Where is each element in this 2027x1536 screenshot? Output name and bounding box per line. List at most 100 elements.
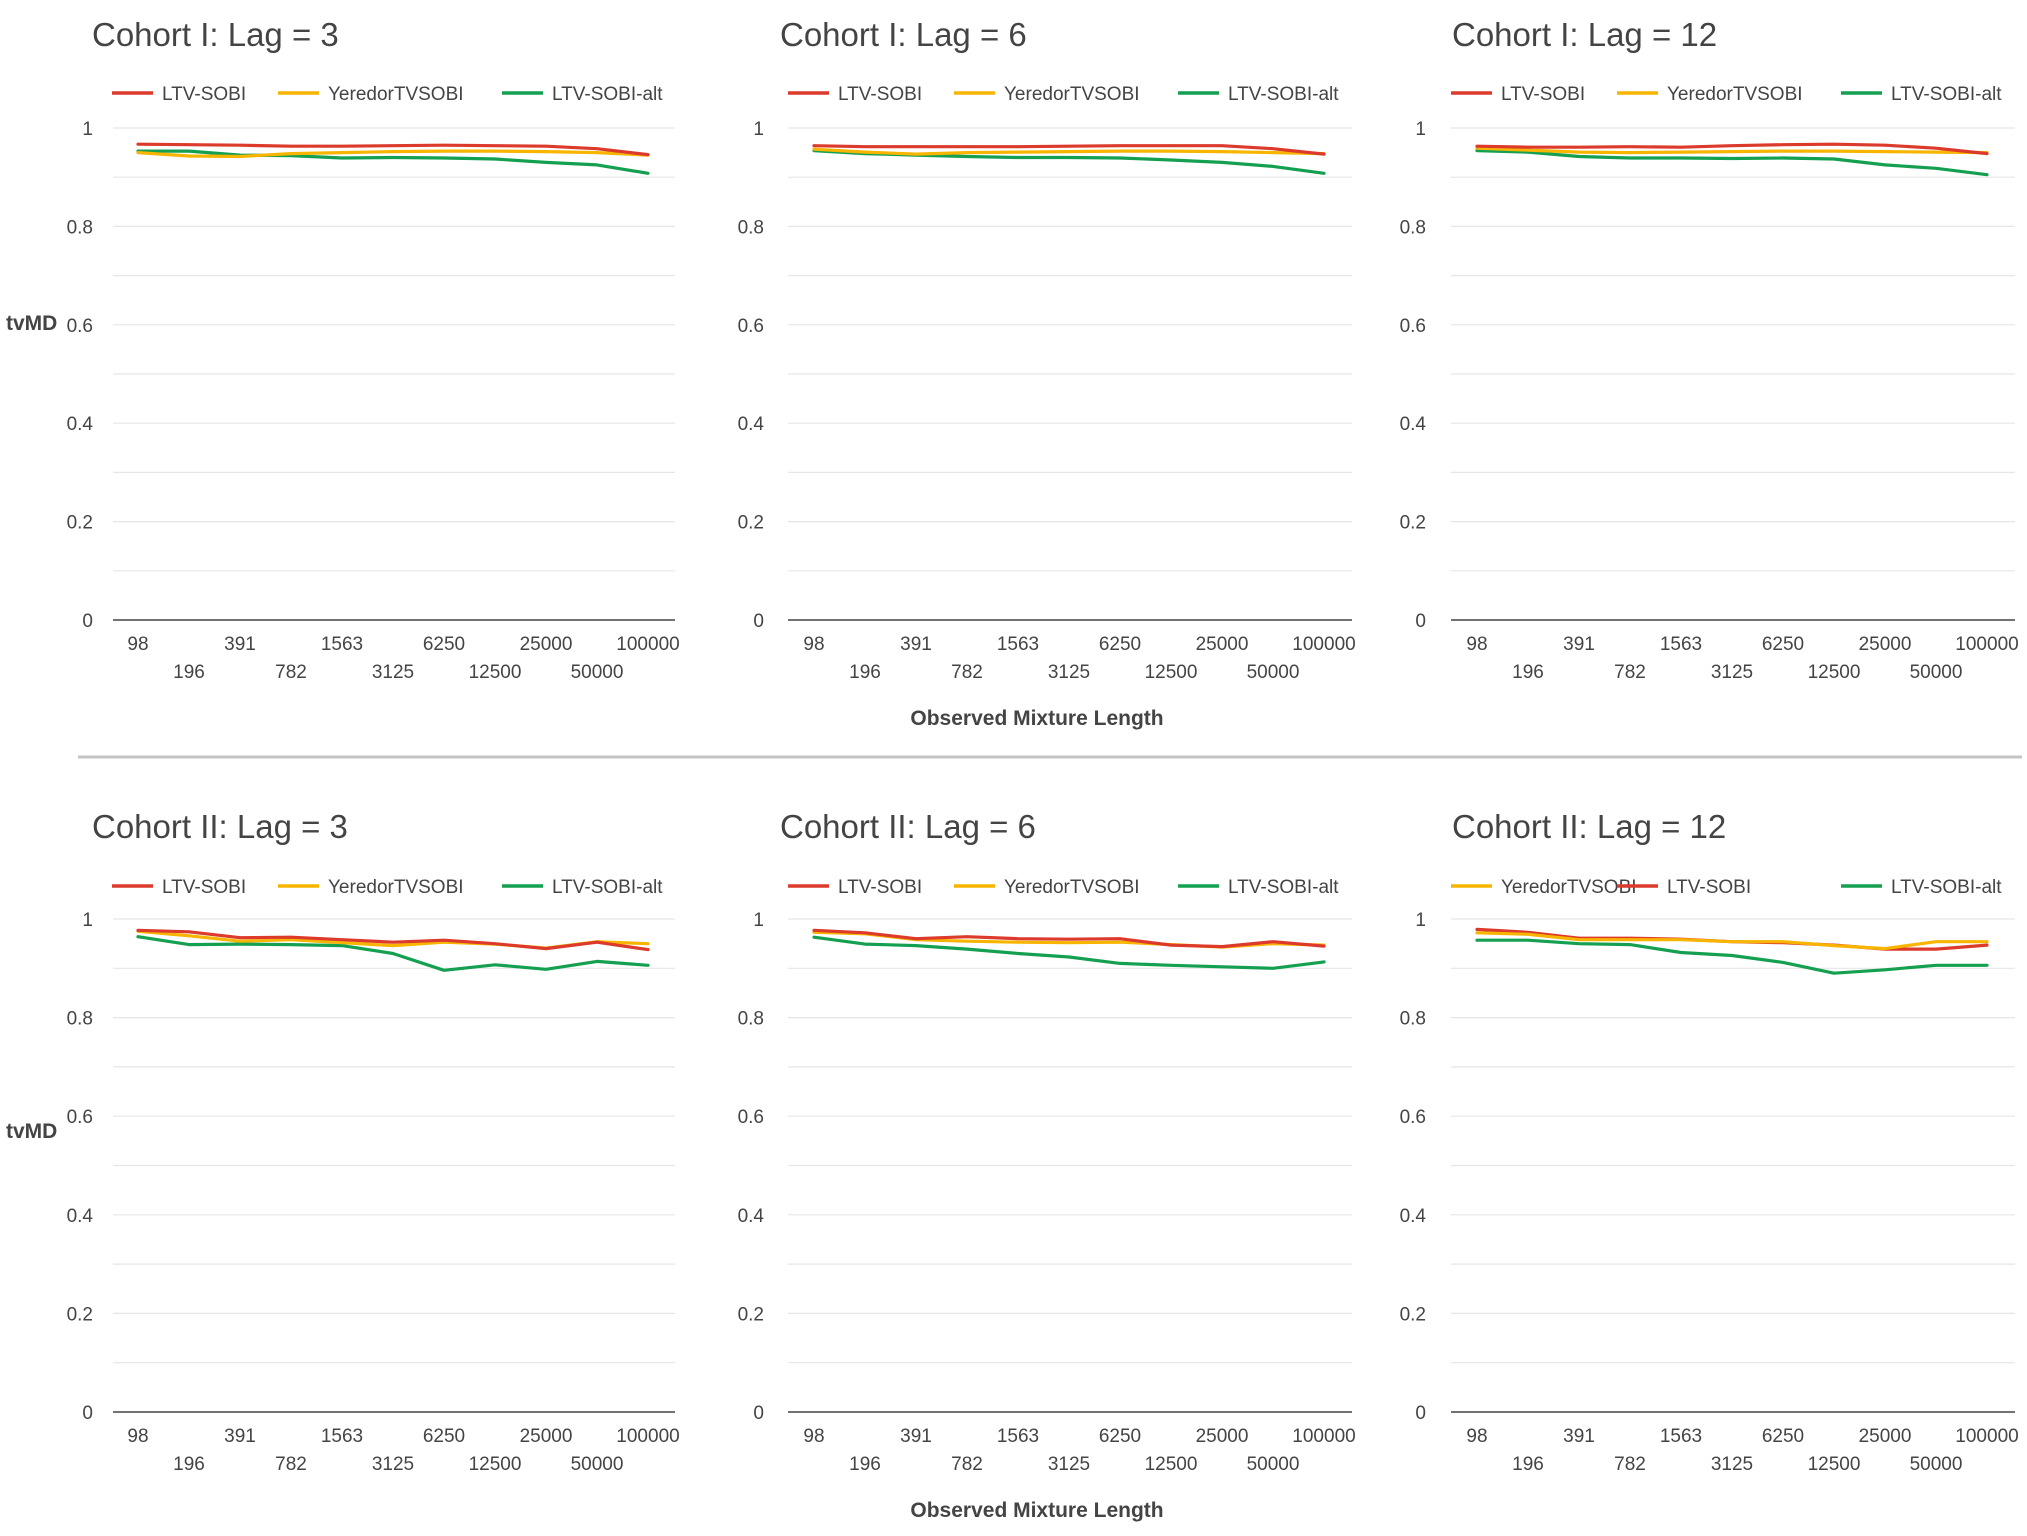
x-tick-label: 25000 [1859,634,1912,655]
y-tick-label: 0.8 [738,1009,764,1030]
series-line-ltv-sobi [812,144,1326,156]
y-tick-label: 1 [82,910,93,931]
series-line-yeredortvsobi [1475,146,1989,155]
x-axis-label-bottom: Observed Mixture Length [910,1499,1163,1522]
legend-label-ltv-sobi-alt: LTV-SOBI-alt [1891,877,2002,898]
x-tick-label: 50000 [571,662,624,683]
y-tick-label: 1 [1415,910,1426,931]
x-tick-label: 196 [849,1454,881,1475]
chart-title: Cohort II: Lag = 3 [92,808,348,845]
x-tick-label: 1563 [1660,634,1702,655]
y-axis-label-top: tvMD [6,312,57,335]
x-tick-label: 196 [1512,662,1544,683]
y-tick-label: 1 [1415,119,1426,140]
x-tick-label: 12500 [1808,1454,1861,1475]
y-tick-label: 0.6 [67,1107,93,1128]
x-tick-label: 98 [803,634,824,655]
x-tick-label: 100000 [1292,1426,1355,1447]
y-tick-label: 1 [753,119,764,140]
x-tick-label: 196 [173,1454,205,1475]
chart-title: Cohort II: Lag = 6 [780,808,1036,845]
x-tick-label: 25000 [1196,634,1249,655]
x-tick-label: 6250 [1099,634,1141,655]
x-tick-label: 98 [1466,1426,1487,1447]
x-tick-label: 782 [1614,1454,1646,1475]
y-tick-label: 0.4 [67,414,94,435]
legend-label-yeredortvsobi: YeredorTVSOBI [328,877,464,898]
x-tick-label: 50000 [1910,662,1963,683]
y-tick-label: 0.6 [1400,316,1426,337]
y-tick-label: 0.2 [738,513,764,534]
legend-label-yeredortvsobi: YeredorTVSOBI [1501,877,1637,898]
y-tick-label: 0 [1415,611,1426,632]
y-tick-label: 0 [753,611,764,632]
series-line-ltv-sobi-alt [812,935,1326,970]
series-line-yeredortvsobi [1475,931,1989,951]
legend-label-ltv-sobi: LTV-SOBI [162,84,246,105]
x-tick-label: 391 [224,634,256,655]
x-tick-label: 98 [803,1426,824,1447]
series-line-ltv-sobi-alt [136,149,650,175]
chart-panel-3: Cohort I: Lag = 12 0 0.2 0.4 0.6 0.8 1 98 196 391… [1400,16,2019,683]
x-tick-label: 50000 [1910,1454,1963,1475]
x-tick-label: 100000 [1955,634,2018,655]
x-tick-label: 6250 [1099,1426,1141,1447]
x-tick-label: 25000 [1196,1426,1249,1447]
y-tick-label: 0.6 [738,1107,764,1128]
y-tick-label: 0.2 [1400,1304,1426,1325]
chart-title: Cohort I: Lag = 3 [92,16,339,53]
chart-panel-2: Cohort I: Lag = 6 0 0.2 0.4 0.6 0.8 1 98 196 391 7… [738,16,1356,683]
y-tick-label: 0.2 [738,1304,764,1325]
chart-panel-1: Cohort I: Lag = 3 0 0.2 0.4 0.6 0.8 1 98 196 391 7… [67,16,680,683]
chart-panel-5: Cohort II: Lag = 6 0 0.2 0.4 0.6 0.8 1 98 196 391… [738,808,1356,1475]
x-tick-label: 1563 [997,634,1039,655]
y-axis-label-bottom: tvMD [6,1120,57,1143]
legend-label-ltv-sobi-alt: LTV-SOBI-alt [552,877,663,898]
x-tick-label: 12500 [469,1454,522,1475]
x-tick-label: 12500 [469,662,522,683]
legend-label-yeredortvsobi: YeredorTVSOBI [1667,84,1803,105]
x-tick-label: 1563 [997,1426,1039,1447]
y-tick-label: 0.8 [738,217,764,238]
y-tick-label: 0.2 [67,1304,93,1325]
y-tick-label: 0.4 [1400,414,1427,435]
legend-label-yeredortvsobi: YeredorTVSOBI [1004,877,1140,898]
x-tick-label: 98 [1466,634,1487,655]
y-tick-label: 0.4 [738,414,765,435]
series-line-ltv-sobi-alt [1475,149,1989,177]
x-tick-label: 1563 [321,1426,363,1447]
x-tick-label: 1563 [1660,1426,1702,1447]
series-line-ltv-sobi-alt [1475,938,1989,975]
x-tick-label: 25000 [520,634,573,655]
legend-label-ltv-sobi-alt: LTV-SOBI-alt [1228,877,1339,898]
y-tick-label: 0 [82,611,93,632]
x-tick-label: 782 [1614,662,1646,683]
chart-panel-4: Cohort II: Lag = 3 0 0.2 0.4 0.6 0.8 1 98 196 391… [67,808,680,1475]
y-tick-label: 1 [753,910,764,931]
x-tick-label: 6250 [1762,1426,1804,1447]
x-tick-label: 25000 [520,1426,573,1447]
x-tick-label: 100000 [1955,1426,2018,1447]
x-tick-label: 50000 [1247,662,1300,683]
y-tick-label: 0.6 [67,316,93,337]
chart-title: Cohort I: Lag = 12 [1452,16,1717,53]
y-tick-label: 0.4 [738,1206,765,1227]
x-tick-label: 100000 [616,634,679,655]
legend-label-ltv-sobi-alt: LTV-SOBI-alt [552,84,663,105]
x-tick-label: 3125 [372,662,414,683]
x-tick-label: 6250 [423,1426,465,1447]
x-tick-label: 12500 [1808,662,1861,683]
legend-label-ltv-sobi: LTV-SOBI [838,877,922,898]
x-tick-label: 782 [951,1454,983,1475]
x-tick-label: 391 [224,1426,256,1447]
legend-label-ltv-sobi-alt: LTV-SOBI-alt [1228,84,1339,105]
x-tick-label: 782 [275,1454,307,1475]
chart-panel-6: Cohort II: Lag = 12 0 0.2 0.4 0.6 0.8 1 98 196 39… [1400,808,2019,1475]
x-tick-label: 391 [900,1426,932,1447]
x-tick-label: 12500 [1145,662,1198,683]
x-tick-label: 3125 [1711,1454,1753,1475]
legend-label-ltv-sobi: LTV-SOBI [1501,84,1585,105]
y-tick-label: 0.2 [1400,513,1426,534]
y-tick-label: 0 [753,1403,764,1424]
y-tick-label: 0.8 [67,1009,93,1030]
